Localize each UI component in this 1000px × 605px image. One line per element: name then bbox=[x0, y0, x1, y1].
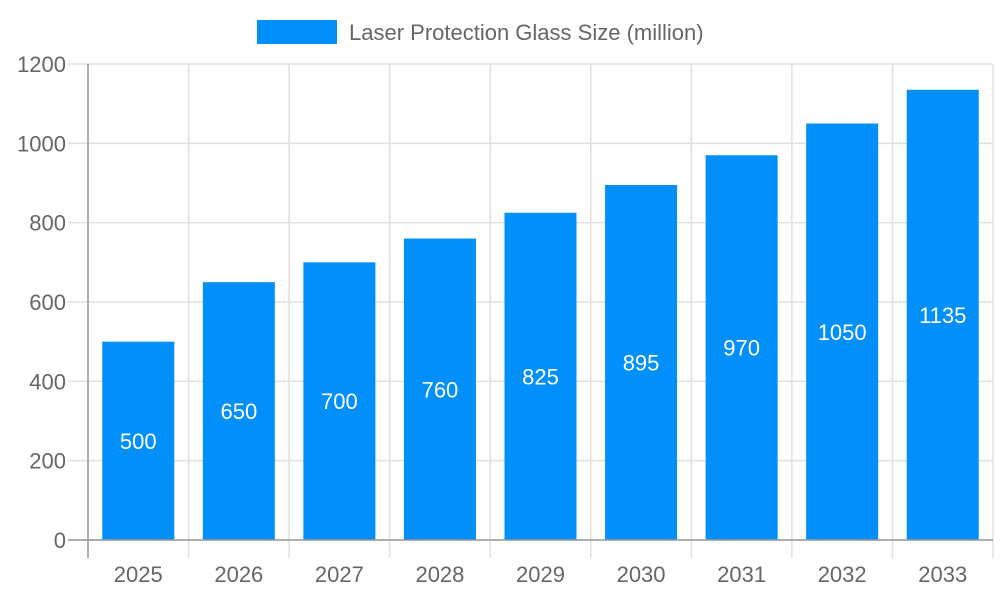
data-label: 700 bbox=[321, 389, 358, 414]
bar bbox=[403, 238, 476, 541]
y-tick-label: 600 bbox=[29, 290, 66, 315]
y-tick-label: 1200 bbox=[17, 52, 66, 77]
bars: 500 650 700 760 825 895 970 1050 1135 bbox=[102, 89, 979, 541]
bar bbox=[806, 123, 879, 540]
x-tick-label: 2033 bbox=[918, 562, 967, 587]
y-tick-label: 400 bbox=[29, 369, 66, 394]
y-tick-label: 0 bbox=[54, 528, 66, 553]
x-tick-label: 2026 bbox=[214, 562, 263, 587]
data-label: 1135 bbox=[919, 303, 966, 328]
x-tick-label: 2031 bbox=[717, 562, 766, 587]
x-tick-label: 2025 bbox=[114, 562, 163, 587]
x-tick-label: 2028 bbox=[415, 562, 464, 587]
bar bbox=[906, 89, 979, 541]
data-label: 760 bbox=[422, 377, 459, 402]
x-tick-label: 2030 bbox=[617, 562, 666, 587]
legend-swatch bbox=[257, 20, 337, 44]
data-label: 1050 bbox=[818, 320, 867, 345]
y-tick-label: 200 bbox=[29, 449, 66, 474]
legend-label: Laser Protection Glass Size (million) bbox=[349, 20, 704, 45]
y-tick-label: 800 bbox=[29, 211, 66, 236]
data-label: 500 bbox=[120, 429, 157, 454]
y-tick-label: 1000 bbox=[17, 131, 66, 156]
bar bbox=[705, 155, 778, 540]
axes: 0 200 400 600 800 1000 1200 2025 2026 2027 2028 202… bbox=[17, 52, 993, 587]
data-label: 650 bbox=[220, 399, 257, 424]
bar bbox=[504, 212, 577, 540]
x-tick-label: 2029 bbox=[516, 562, 565, 587]
legend[interactable]: Laser Protection Glass Size (million) bbox=[257, 20, 704, 45]
bar bbox=[102, 341, 175, 540]
data-label: 895 bbox=[623, 350, 660, 375]
data-label: 825 bbox=[522, 364, 559, 389]
bar bbox=[605, 184, 678, 540]
data-label: 970 bbox=[723, 336, 760, 361]
bar bbox=[303, 262, 376, 540]
bar bbox=[202, 282, 275, 540]
x-tick-label: 2027 bbox=[315, 562, 364, 587]
x-tick-label: 2032 bbox=[818, 562, 867, 587]
